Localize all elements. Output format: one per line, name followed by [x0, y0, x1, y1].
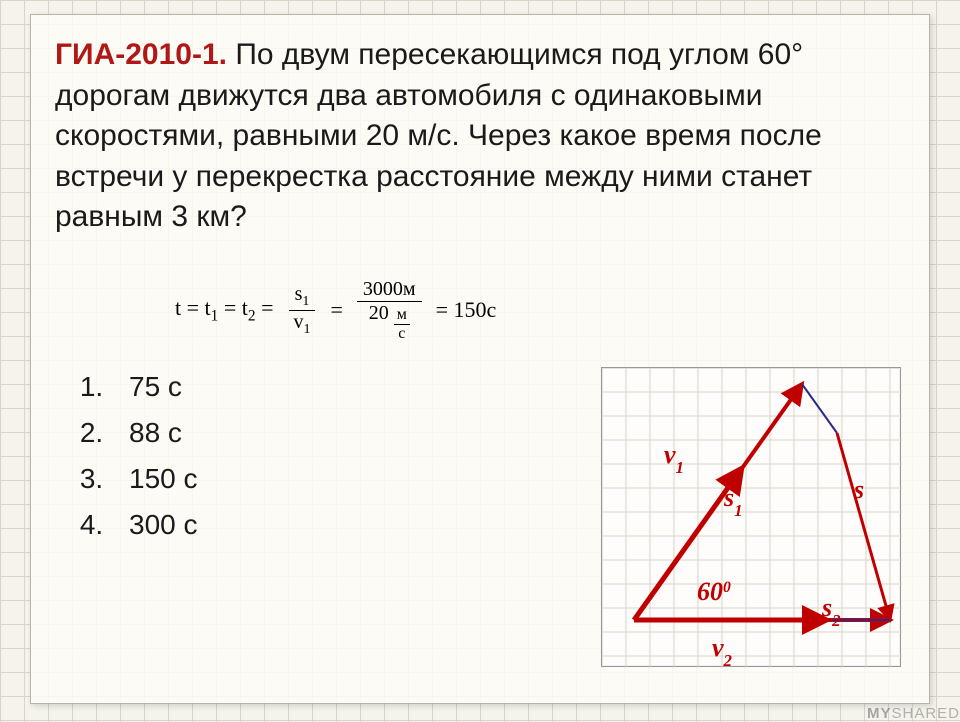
- svg-text:s: s: [853, 475, 864, 504]
- solution-formula: t = t1 = t2 = s1 v1 = 3000м 20 мс = 150с: [175, 278, 905, 343]
- svg-text:600: 600: [697, 577, 731, 606]
- formula-lhs: t = t: [175, 295, 211, 320]
- svg-text:s2: s2: [821, 593, 841, 630]
- problem-label: ГИА-2010-1.: [55, 38, 227, 71]
- fraction-s1-v1: s1 v1: [288, 283, 317, 338]
- fraction-numeric: 3000м 20 мс: [357, 278, 422, 343]
- vector-diagram: v1s1s600s2v2: [601, 367, 901, 667]
- watermark: MYSHARED: [867, 705, 960, 722]
- diagram-svg: v1s1s600s2v2: [602, 368, 902, 668]
- problem-text: ГИА-2010-1. По двум пересекающимся под у…: [55, 35, 905, 238]
- slide-card: ГИА-2010-1. По двум пересекающимся под у…: [30, 14, 930, 704]
- formula-rhs: = 150с: [436, 297, 497, 323]
